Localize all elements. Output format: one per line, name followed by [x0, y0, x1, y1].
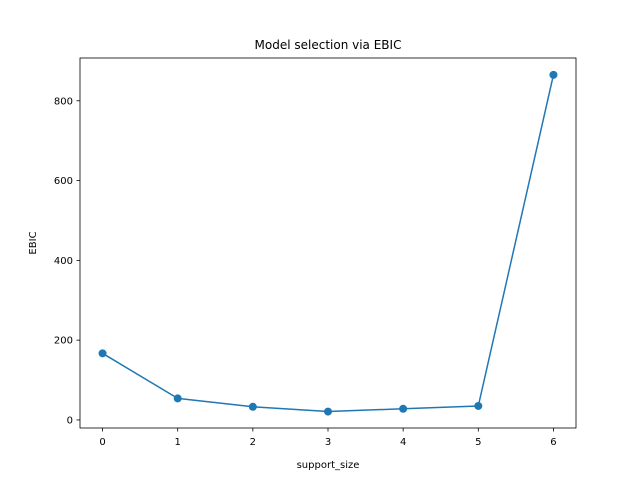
data-point [173, 394, 182, 403]
data-point [399, 404, 408, 413]
y-tick-label: 800 [54, 96, 73, 107]
x-tick-label: 3 [325, 437, 331, 448]
x-tick-label: 4 [400, 437, 406, 448]
y-axis-label: EBIC [28, 231, 39, 254]
plot-marks [98, 70, 558, 416]
x-tick-label: 1 [175, 437, 181, 448]
data-point [324, 407, 332, 416]
x-axis: 0 1 2 3 4 5 6 [99, 428, 557, 448]
data-point [549, 70, 558, 79]
x-tick-label: 6 [550, 437, 556, 448]
y-tick-label: 0 [67, 415, 73, 426]
y-tick-label: 600 [54, 176, 73, 187]
x-axis-label: support_size [297, 460, 360, 471]
y-axis: 0 200 400 600 800 [54, 96, 80, 426]
x-tick-label: 2 [250, 437, 256, 448]
x-tick-label: 5 [475, 437, 481, 448]
data-point [98, 349, 107, 358]
data-point [248, 402, 257, 411]
x-tick-label: 0 [99, 437, 105, 448]
y-tick-label: 400 [54, 256, 73, 267]
chart-title: Model selection via EBIC [255, 38, 402, 52]
data-point [474, 401, 483, 410]
y-tick-label: 200 [54, 336, 73, 347]
